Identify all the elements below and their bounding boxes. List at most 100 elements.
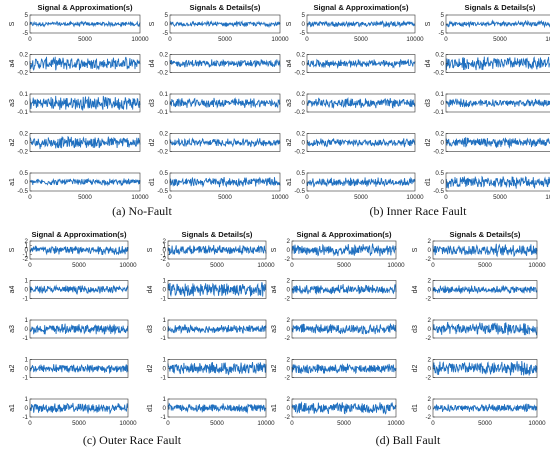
subplot-d3: 0.1 0 -0.1d3 [149,91,281,116]
y-tick-label: 0.2 [435,52,444,59]
signal-trace [306,58,416,69]
x-tick-label: 10000 [387,420,405,427]
y-tick-label: 0 [25,247,29,254]
y-tick-label: 0.5 [19,170,28,177]
x-tick-label: 5000 [78,36,92,43]
x-tick-label: 5000 [354,36,368,43]
subplot-d2: 1 0 -1 d2 [147,357,267,382]
y-axis-label: d1 [412,404,419,412]
y-axis-label: a1 [9,178,16,186]
y-tick-label: 0.1 [435,91,444,98]
y-tick-label: 5 [165,12,169,19]
signal-trace [29,402,129,415]
subplot-a3: 1 0 -1 a3 [9,317,129,342]
y-tick-label: 0 [25,405,29,412]
x-tick-label: 10000 [528,262,546,269]
y-tick-label: 1 [163,317,167,324]
y-tick-label: 1 [163,278,167,285]
subplot-S: 210-1-2S0 5000 10000 [147,238,275,269]
signal-trace [29,323,129,335]
x-tick-label: 10000 [131,194,149,201]
x-tick-label: 0 [431,420,435,427]
y-tick-label: 0 [165,61,169,68]
subplot-d3: 2 0 -2 d3 [412,317,538,342]
y-tick-label: -1 [160,252,166,259]
subplot-a2: 0.2 0 -0.2a2 [9,131,141,156]
x-tick-label: 0 [166,262,170,269]
y-tick-label: -1 [160,296,166,303]
signal-trace [445,56,550,71]
y-axis-label: d4 [149,60,156,68]
y-axis-label: d4 [412,286,419,294]
y-tick-label: -2 [425,335,431,342]
y-tick-label: -2 [22,256,28,263]
y-tick-label: 0 [428,247,432,254]
y-tick-label: 0.5 [435,170,444,177]
subplot-a4: 0.2 0 -0.2a4 [286,52,416,77]
subplot-S: 20-2S0 5000 10000 [271,238,405,269]
x-tick-label: 0 [28,36,32,43]
caption-b: (b) Inner Race Fault [370,204,468,218]
y-tick-label: -0.2 [294,109,305,116]
y-tick-label: -0.5 [433,188,444,195]
signal-trace [167,362,267,376]
x-tick-label: 10000 [528,420,546,427]
x-tick-label: 10000 [271,194,289,201]
y-tick-label: 0.2 [435,131,444,138]
y-axis-label: d2 [425,139,432,147]
x-tick-label: 10000 [271,36,289,43]
y-tick-label: 2 [428,238,432,245]
x-tick-label: 0 [431,262,435,269]
x-tick-label: 0 [168,36,172,43]
y-tick-label: 0 [25,287,29,294]
y-tick-label: 0 [287,326,291,333]
x-tick-label: 0 [290,262,294,269]
y-axis-label: d2 [412,365,419,373]
signal-trace [29,95,141,111]
y-axis-label: a3 [9,99,16,107]
subplot-d2: 0.2 0 -0.2d2 [425,131,550,156]
y-axis-label: a4 [9,60,16,68]
y-tick-label: 2 [287,278,291,285]
y-tick-label: -2 [425,296,431,303]
y-axis-label: a2 [9,139,16,147]
x-tick-label: 0 [168,194,172,201]
signal-trace [29,20,141,28]
x-tick-label: 5000 [478,420,492,427]
x-tick-label: 5000 [218,194,232,201]
signal-trace [169,97,281,109]
y-tick-label: 0.5 [296,170,305,177]
y-tick-label: -0.2 [433,70,444,77]
y-tick-label: -0.1 [157,109,168,116]
y-tick-label: -1 [160,335,166,342]
x-tick-label: 5000 [218,36,232,43]
y-tick-label: 1 [163,243,167,250]
y-tick-label: -1 [22,414,28,421]
y-tick-label: -2 [284,414,290,421]
x-tick-label: 10000 [131,36,149,43]
y-tick-label: 1 [25,396,29,403]
y-tick-label: -1 [22,335,28,342]
y-tick-label: -5 [299,30,305,37]
x-tick-label: 5000 [493,36,507,43]
y-tick-label: 0 [287,405,291,412]
y-axis-label: a4 [286,60,293,68]
y-tick-label: 1 [25,278,29,285]
y-tick-label: 0 [302,179,306,186]
subplot-d4: 1 0 -1 d4 [147,278,267,303]
y-tick-label: 2 [428,396,432,403]
subplot-a3: 0.2 0 -0.2a3 [286,91,416,116]
signal-trace [167,324,267,335]
y-tick-label: -0.2 [157,149,168,156]
x-tick-label: 0 [28,194,32,201]
signal-trace [291,401,397,415]
y-tick-label: -0.5 [157,188,168,195]
y-tick-label: -2 [284,256,290,263]
x-tick-label: 0 [305,36,309,43]
y-tick-label: 0 [441,179,445,186]
y-tick-label: 1 [25,243,29,250]
y-tick-label: 0.2 [296,52,305,59]
